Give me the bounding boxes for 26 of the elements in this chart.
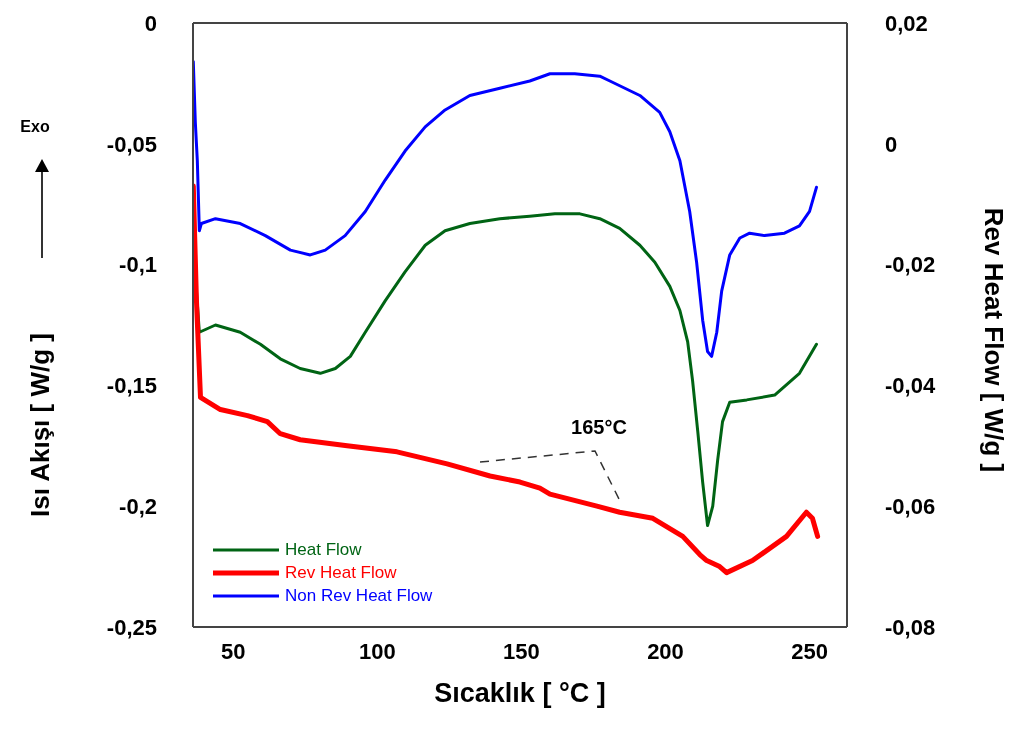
y2-axis-title: Rev Heat Flow [ W/g ] (977, 207, 1009, 473)
legend-label: Non Rev Heat Flow (285, 585, 433, 606)
y2-tick-label: -0,04 (885, 373, 936, 399)
y-tick-label: -0,1 (119, 252, 157, 278)
y-tick-label: -0,2 (119, 494, 157, 520)
x-tick-label: 200 (647, 638, 684, 664)
y-tick-label: -0,25 (106, 614, 157, 640)
y2-tick-label: 0 (885, 131, 898, 157)
annotation: 165°C (571, 415, 627, 439)
y-tick-label: 0 (144, 10, 157, 36)
text: Exo (20, 118, 50, 136)
y-tick-label: -0,15 (106, 373, 157, 399)
legend-label: Heat Flow (285, 539, 362, 560)
y-tick-label: -0,05 (106, 131, 157, 157)
legend-label: Rev Heat Flow (285, 562, 397, 583)
x-tick-label: 150 (503, 638, 540, 664)
x-axis-title: Sıcaklık [ °C ] (434, 677, 606, 709)
y-axis-title: Isı Akışı [ W/g ] (24, 333, 56, 517)
x-tick-label: 100 (359, 638, 396, 664)
y2-tick-label: -0,02 (885, 252, 936, 278)
y2-tick-label: -0,08 (885, 614, 936, 640)
x-tick-label: 250 (791, 638, 828, 664)
line-series (193, 60, 818, 358)
x-tick-label: 50 (221, 638, 246, 664)
y2-tick-label: -0,06 (885, 494, 936, 520)
y2-tick-label: 0,02 (885, 10, 928, 36)
